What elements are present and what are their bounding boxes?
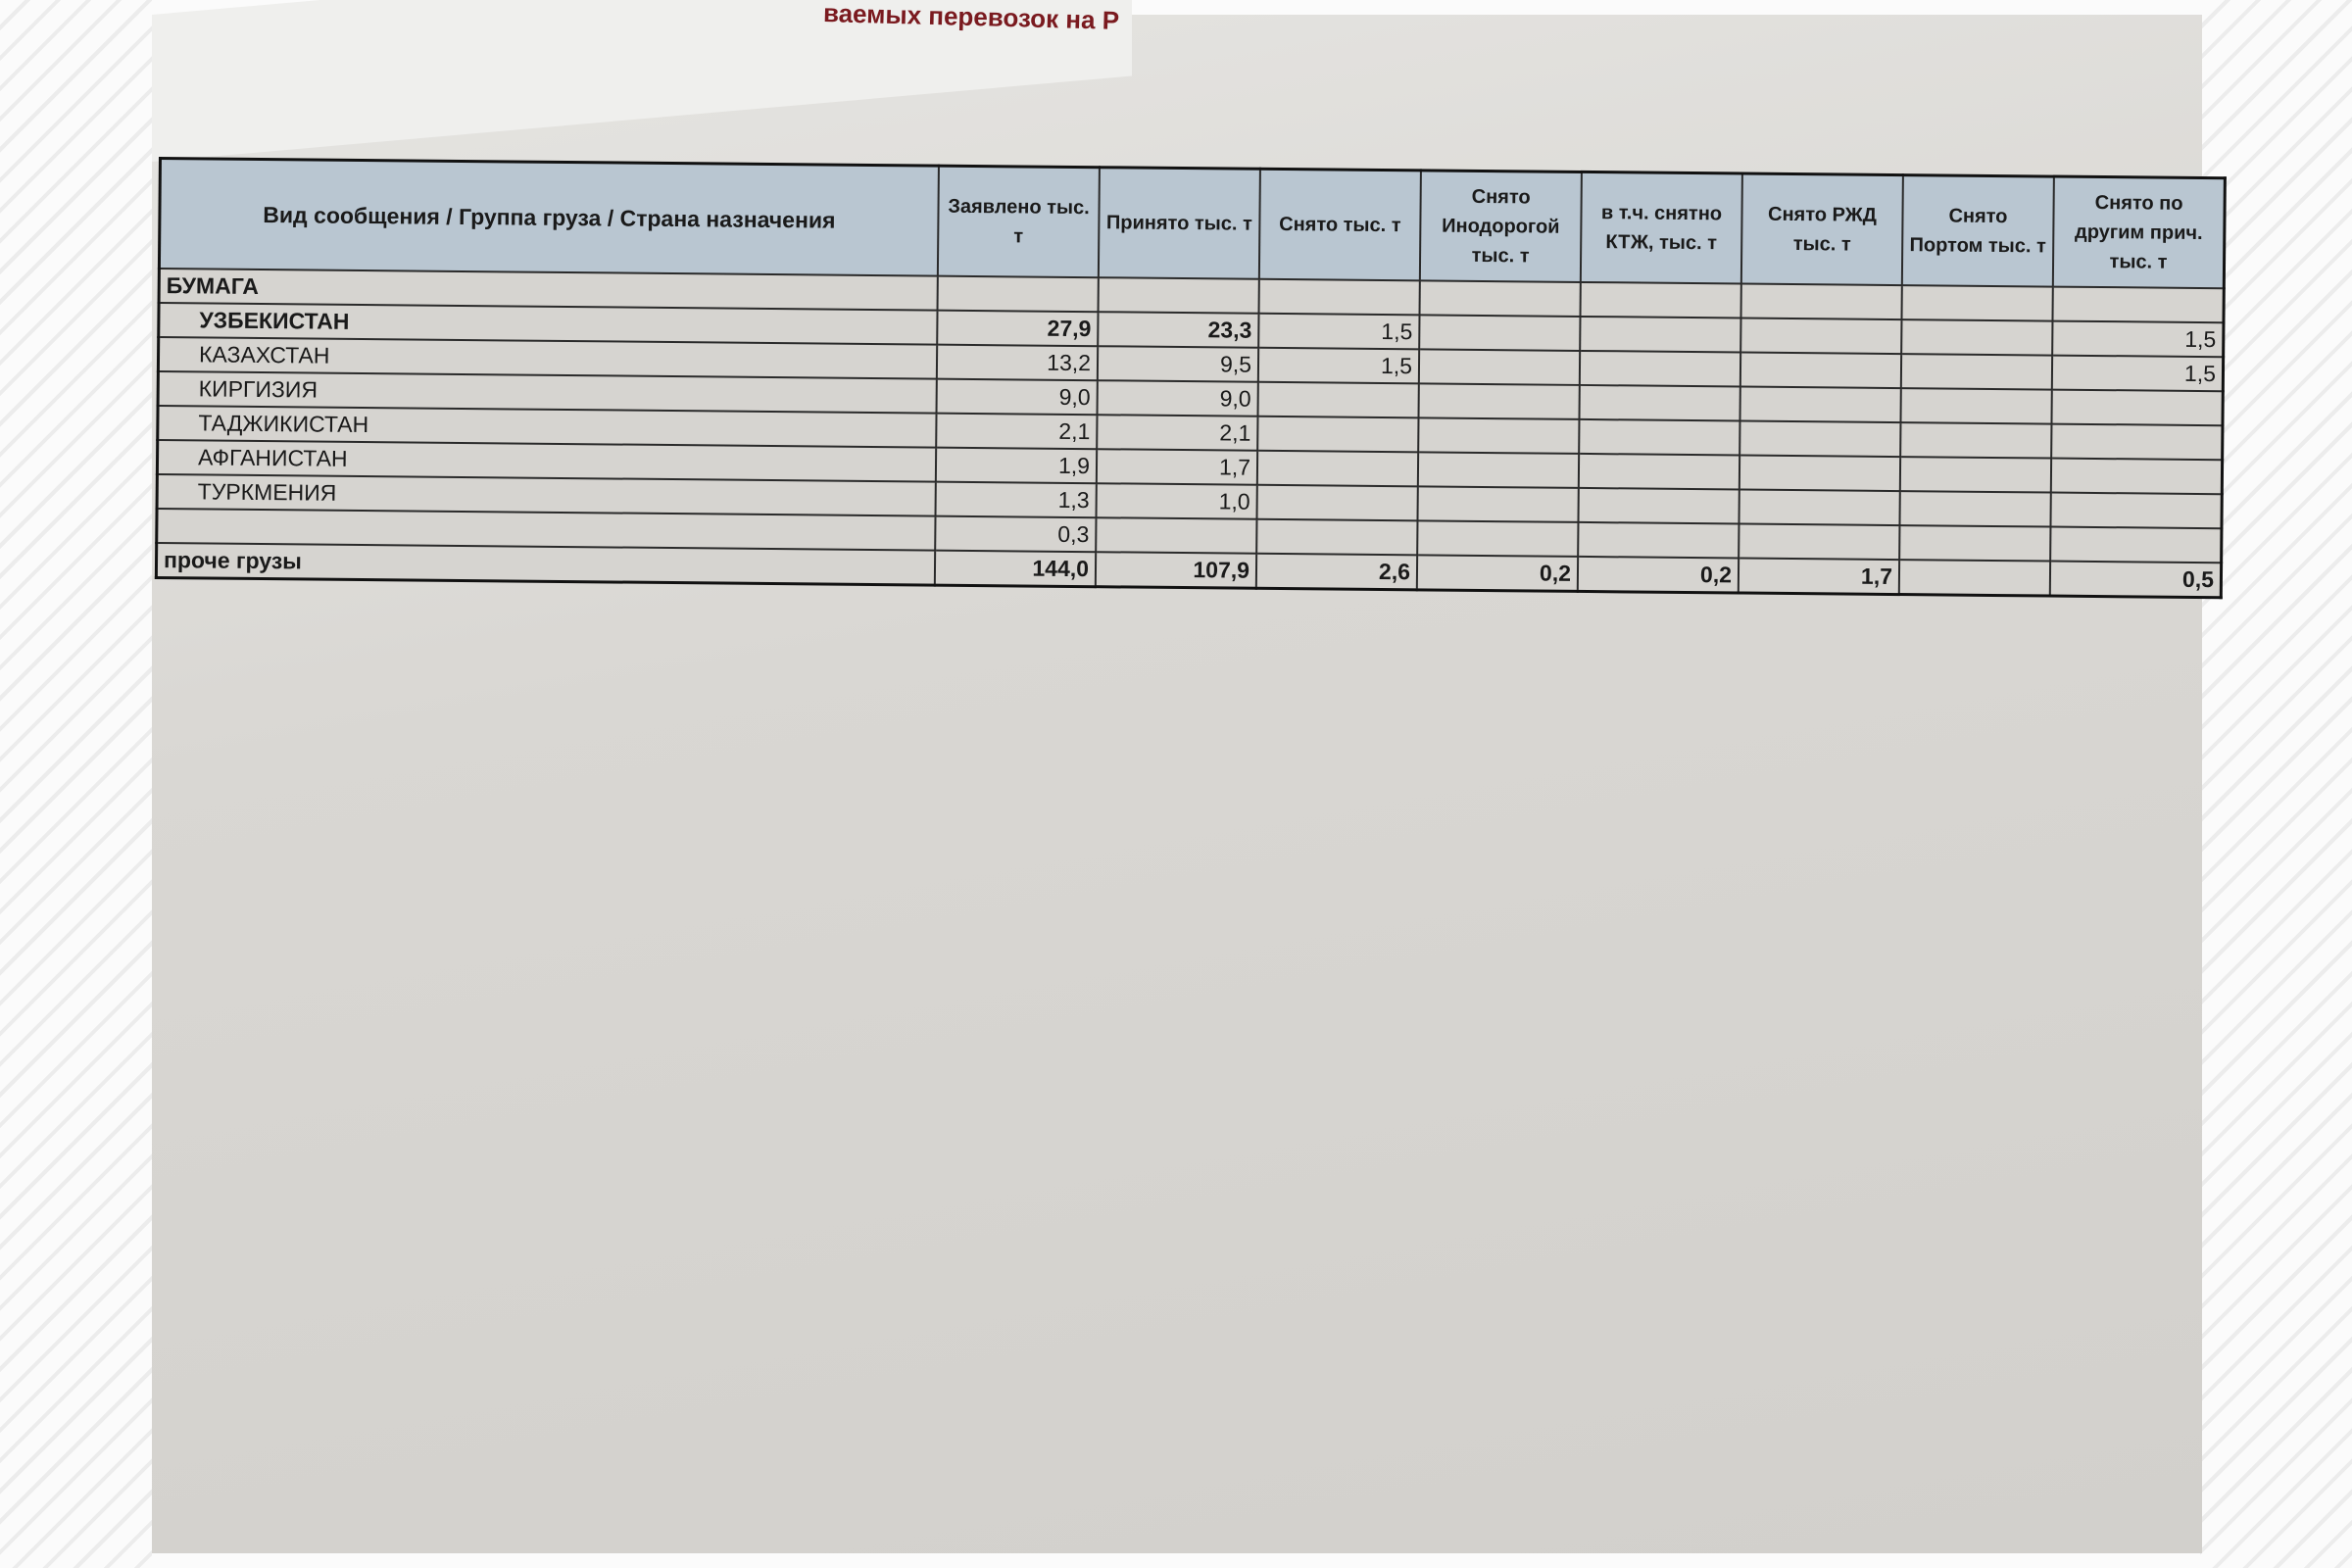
value-cell xyxy=(1417,486,1579,522)
value-cell: 107,9 xyxy=(1095,552,1257,589)
empty-cell xyxy=(1740,283,1902,320)
column-header: Снято РЖД тыс. т xyxy=(1740,173,1903,286)
value-cell: 27,9 xyxy=(937,310,1099,347)
column-header: Снято тыс. т xyxy=(1258,169,1421,281)
value-cell: 0,2 xyxy=(1577,556,1740,593)
value-cell xyxy=(1899,457,2052,493)
value-cell xyxy=(1579,350,1741,387)
value-cell: 1,7 xyxy=(1096,449,1258,485)
value-cell: 144,0 xyxy=(934,550,1097,587)
value-cell: 0,3 xyxy=(935,515,1097,553)
column-header: Снято по другим прич. тыс. т xyxy=(2052,176,2226,289)
value-cell xyxy=(1417,520,1579,557)
value-cell xyxy=(1900,422,2052,459)
empty-cell xyxy=(1258,278,1420,316)
value-cell xyxy=(1739,455,1901,492)
value-cell: 1,7 xyxy=(1738,558,1900,595)
column-header: в т.ч. снятно КТЖ, тыс. т xyxy=(1580,172,1742,284)
value-cell xyxy=(1740,352,1902,389)
value-cell: 2,1 xyxy=(1097,415,1258,451)
watermark-right xyxy=(2200,0,2352,1568)
value-cell xyxy=(1899,491,2051,527)
value-cell xyxy=(1900,354,2053,390)
column-header: Заявлено тыс. т xyxy=(937,166,1100,278)
value-cell: 23,3 xyxy=(1098,312,1259,348)
value-cell xyxy=(1901,319,2053,356)
value-cell xyxy=(1418,349,1581,385)
value-cell xyxy=(2050,492,2223,529)
value-cell: 1,0 xyxy=(1096,483,1257,519)
value-cell xyxy=(1256,450,1419,487)
value-cell xyxy=(1739,489,1900,526)
value-cell xyxy=(1257,381,1419,418)
value-cell: 0,5 xyxy=(2049,561,2222,598)
value-cell xyxy=(1898,560,2051,597)
column-header: Снято Инодорогой тыс. т xyxy=(1419,170,1582,282)
empty-cell xyxy=(1580,281,1741,318)
column-header: Снято Портом тыс. т xyxy=(1901,174,2054,287)
value-cell xyxy=(1418,417,1580,454)
value-cell: 1,5 xyxy=(2051,355,2224,392)
value-cell xyxy=(1740,318,1902,355)
value-cell xyxy=(1900,388,2052,424)
value-cell: 9,5 xyxy=(1097,346,1259,382)
value-cell: 13,2 xyxy=(936,344,1099,381)
value-cell xyxy=(2051,423,2223,461)
value-cell xyxy=(1578,453,1740,490)
value-cell xyxy=(1578,521,1740,559)
value-cell xyxy=(1419,315,1581,351)
value-cell xyxy=(1257,416,1419,453)
watermark-left xyxy=(0,0,152,1568)
value-cell xyxy=(1256,518,1418,556)
value-cell: 2,1 xyxy=(936,413,1098,450)
value-cell xyxy=(1579,384,1740,421)
value-cell xyxy=(1418,383,1580,419)
value-cell: 1,5 xyxy=(2052,320,2224,358)
cargo-table: Вид сообщения / Группа груза / Страна на… xyxy=(154,157,2227,600)
empty-cell xyxy=(1419,280,1581,317)
column-header: Принято тыс. т xyxy=(1098,167,1260,279)
value-cell: 1,9 xyxy=(935,447,1098,484)
value-cell: 1,3 xyxy=(935,481,1097,518)
value-cell: 1,5 xyxy=(1258,313,1420,350)
value-cell xyxy=(1739,523,1900,561)
value-cell: 9,0 xyxy=(1097,380,1258,416)
value-cell xyxy=(1256,484,1418,521)
value-cell: 2,6 xyxy=(1255,553,1418,590)
empty-cell xyxy=(2052,286,2225,323)
row-label: проче грузы xyxy=(156,542,936,586)
value-cell: 1,5 xyxy=(1257,347,1420,384)
value-cell xyxy=(1899,525,2051,562)
value-cell xyxy=(1740,386,1901,423)
value-cell xyxy=(2050,526,2222,564)
empty-cell xyxy=(937,275,1099,313)
value-cell: 9,0 xyxy=(936,378,1098,416)
empty-cell xyxy=(1098,277,1259,314)
value-cell xyxy=(1096,517,1257,554)
header-row: Вид сообщения / Группа груза / Страна на… xyxy=(159,158,2226,289)
value-cell: 0,2 xyxy=(1416,555,1579,592)
value-cell xyxy=(1580,316,1741,353)
value-cell xyxy=(2051,389,2224,426)
value-cell xyxy=(1417,452,1580,488)
value-cell xyxy=(1579,418,1740,456)
value-cell xyxy=(2050,458,2223,495)
value-cell xyxy=(1578,487,1740,524)
value-cell xyxy=(1740,420,1901,458)
empty-cell xyxy=(1901,285,2053,321)
column-header: Вид сообщения / Группа груза / Страна на… xyxy=(159,158,939,276)
